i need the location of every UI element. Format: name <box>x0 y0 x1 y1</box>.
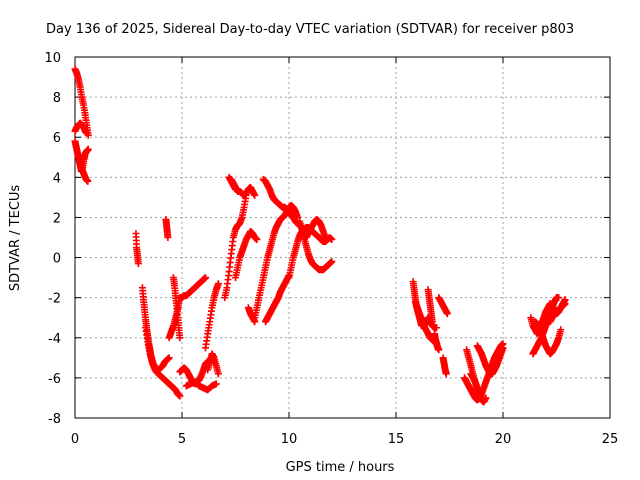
data-point <box>134 260 142 268</box>
y-tick-label: 8 <box>53 91 61 106</box>
data-point <box>214 370 222 378</box>
chart-title: Day 136 of 2025, Sidereal Day-to-day VTE… <box>46 22 574 37</box>
y-tick-label: 4 <box>53 171 61 186</box>
y-axis-label: SDTVAR / TECUs <box>8 185 23 292</box>
data-point <box>251 191 259 199</box>
data-point <box>328 258 336 266</box>
data-point <box>253 236 261 244</box>
plot-frame <box>74 56 611 419</box>
x-tick-label: 5 <box>178 432 186 447</box>
y-tick-label: 6 <box>53 131 61 146</box>
data-point <box>328 236 336 244</box>
tick-labels: 0 5 10 15 20 25 -8 -6 -4 -2 0 2 4 6 8 10 <box>44 51 618 447</box>
data-point <box>212 380 220 388</box>
grid <box>75 57 610 418</box>
data-point <box>443 310 451 318</box>
x-axis-label: GPS time / hours <box>286 460 395 475</box>
y-tick-label: -2 <box>48 292 61 307</box>
x-tick-label: 20 <box>495 432 512 447</box>
y-tick-label: 2 <box>53 211 61 226</box>
y-tick-label: 10 <box>44 51 61 66</box>
data-point <box>202 274 210 282</box>
data-point <box>321 234 329 241</box>
data-point <box>433 324 441 332</box>
data-point <box>482 394 490 402</box>
y-tick-label: -4 <box>48 332 61 347</box>
data-point <box>435 346 443 354</box>
y-tick-label: -6 <box>48 372 61 387</box>
data-point <box>499 344 507 352</box>
data-point <box>214 280 222 288</box>
data-point <box>428 318 436 326</box>
y-tick-label: -8 <box>48 412 61 427</box>
x-tick-label: 0 <box>71 432 79 447</box>
data-point <box>83 129 91 137</box>
data-point <box>164 234 172 241</box>
y-tick-label: 0 <box>53 252 61 267</box>
data-point <box>176 334 184 342</box>
data-point <box>84 145 92 153</box>
x-tick-label: 15 <box>388 432 405 447</box>
data-point <box>442 370 450 378</box>
x-tick-label: 25 <box>602 432 619 447</box>
data-point <box>557 326 565 334</box>
data-point <box>561 300 569 308</box>
data-point <box>176 392 184 400</box>
data-points <box>71 65 569 406</box>
x-tick-label: 10 <box>281 432 298 447</box>
data-point <box>84 177 92 185</box>
data-point <box>555 294 563 302</box>
data-point <box>165 354 173 362</box>
